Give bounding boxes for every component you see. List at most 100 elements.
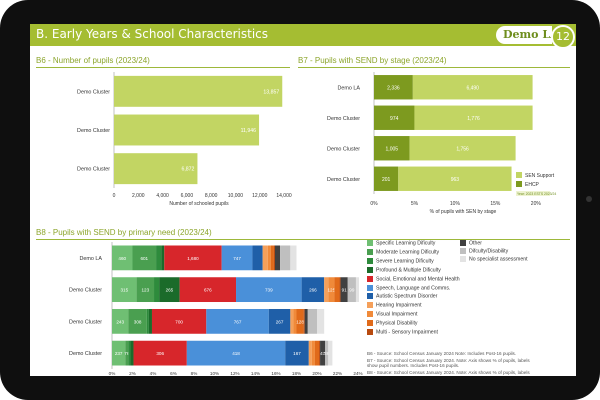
b8-bar-segment <box>273 245 275 271</box>
b7-data-label: 963 <box>451 177 460 183</box>
b8-legend-item: Profound & Multiple Dificulty <box>367 266 441 274</box>
b8-bar-segment <box>128 340 131 366</box>
b8-bar-segment <box>154 277 160 303</box>
b7-legend-swatch <box>516 172 522 178</box>
b7-legend-note-bg <box>516 191 550 196</box>
b8-bar-segment <box>112 340 126 366</box>
b8-data-label: 267 <box>276 319 284 324</box>
b8-legend-swatch <box>367 257 373 264</box>
page-title: B. Early Years & School Characteristics <box>36 27 268 41</box>
b8-legend-item: Specific Learning Dificulty <box>367 240 435 246</box>
b8-legend-swatch <box>367 240 373 246</box>
b8-bar-segment <box>148 308 152 334</box>
b8-bar-segment <box>355 277 360 303</box>
b6-category-label: Demo Cluster <box>77 89 110 95</box>
b8-legend-swatch <box>460 248 466 254</box>
b8-bar-segment <box>236 277 302 303</box>
b7-x-tick: 15% <box>490 201 501 207</box>
b6-bar <box>114 114 260 146</box>
b8-data-label: 315 <box>120 288 128 293</box>
b8-bar-segment <box>179 277 237 303</box>
source-note: B7 - Source: School Census January 2024.… <box>367 358 530 363</box>
b8-data-label: 47 <box>320 351 326 356</box>
b8-bar-segment <box>301 277 325 303</box>
b6-bar <box>114 75 283 107</box>
b8-legend-item: Severe Learning Dificulty <box>367 257 434 264</box>
b8-x-tick: 4% <box>150 371 157 376</box>
b8-bar-segment <box>270 245 274 271</box>
b8-data-label: 237 <box>115 351 123 356</box>
b6-title: B6 - Number of pupils (2023/24) <box>36 56 150 65</box>
b8-legend-label: Specific Learning Dificulty <box>376 240 436 247</box>
b8-legend-swatch <box>367 311 373 318</box>
report-page: B. Early Years & School Characteristics … <box>30 24 576 376</box>
b7-x-tick: 10% <box>450 201 461 207</box>
b8-data-label: 167 <box>293 351 301 356</box>
b8-legend-item: Hearing Impairment <box>367 302 422 309</box>
b8-bar-segment <box>156 245 162 271</box>
b7-bar-segment <box>412 75 533 100</box>
b8-x-tick: 8% <box>191 371 198 376</box>
b8-bar-segment <box>293 308 297 334</box>
b8-legend-item: Physical Disability <box>367 320 418 326</box>
b8-bar-segment <box>311 340 315 366</box>
b8-bar-segment <box>112 245 133 271</box>
b8-data-label: 125 <box>328 288 336 293</box>
b8-bar-segment <box>136 277 155 303</box>
b7-bar-segment <box>374 75 413 100</box>
b8-legend-item: Social, Emotional and Mental Health <box>367 275 460 282</box>
source-note: show pupil numbers. Includes Post-16 pup… <box>367 363 460 368</box>
b7-category-label: Demo LA <box>338 85 361 91</box>
b7-bar-segment <box>374 105 415 130</box>
b7-data-label: 1,756 <box>456 146 469 152</box>
b7-bar-segment <box>374 136 410 161</box>
b8-data-label: 265 <box>166 288 174 293</box>
b8-data-label: 243 <box>116 319 124 324</box>
b6-value-label: 11,946 <box>241 128 257 134</box>
b8-bar-segment <box>328 340 333 366</box>
b7-category-label: Demo Cluster <box>327 116 360 122</box>
b8-bar-segment <box>159 277 180 303</box>
charts-canvas: Demo Cluster 13,857 Demo Cluster 11,946 Demo… <box>69 72 556 376</box>
b7-x-tick: 5% <box>411 201 419 207</box>
b7-legend-label: EHCP <box>525 182 540 188</box>
b8-bar-segment <box>186 340 286 366</box>
b8-bar-segment <box>128 308 147 334</box>
b8-legend-item: Other <box>460 240 482 246</box>
b8-legend-item: Difculty/Disability <box>460 248 508 254</box>
la-badge <box>496 26 552 44</box>
b8-bar-segment <box>325 340 329 366</box>
b8-bar-segment <box>319 340 321 366</box>
b8-legend-label: Difculty/Disability <box>469 248 509 255</box>
b8-bar-segment <box>280 245 291 271</box>
b7-bar-segment <box>398 166 512 191</box>
b8-bar-segment <box>320 340 326 366</box>
b8-bar-segment <box>334 277 340 303</box>
b8-bar-segment <box>339 277 341 303</box>
b8-bar-segment <box>324 277 329 303</box>
b8-legend-swatch <box>367 266 373 273</box>
b7-data-label: 974 <box>390 116 399 122</box>
b8-bar-segment <box>262 245 268 271</box>
b8-bar-segment <box>285 340 309 366</box>
b8-bar-segment <box>290 308 294 334</box>
b6-bar <box>114 153 198 185</box>
b8-legend-label: Speech, Language and Comms. <box>376 284 451 291</box>
b8-legend-label: Physical Disability <box>376 320 418 327</box>
b7-data-label: 2,336 <box>387 85 400 91</box>
b8-bar-segment <box>296 308 304 334</box>
b6-category-label: Demo Cluster <box>77 167 110 173</box>
b8-legend-label: Profound & Multiple Dificulty <box>376 267 441 274</box>
b8-data-label: 123 <box>141 288 149 293</box>
b8-bar-segment <box>133 340 187 366</box>
b8-data-label: 99 <box>349 288 355 293</box>
b8-data-label: 739 <box>265 288 273 293</box>
b7-x-tick: 0% <box>370 201 378 207</box>
b7-legend-swatch <box>516 181 522 187</box>
b8-x-tick: 0% <box>109 371 116 376</box>
b8-data-label: 76 <box>124 351 130 356</box>
b6-x-tick: 6,000 <box>181 193 194 199</box>
b7-category-label: Demo Cluster <box>327 146 360 152</box>
b6-value-label: 6,872 <box>181 167 194 173</box>
b6-x-tick: 2,000 <box>132 193 145 199</box>
